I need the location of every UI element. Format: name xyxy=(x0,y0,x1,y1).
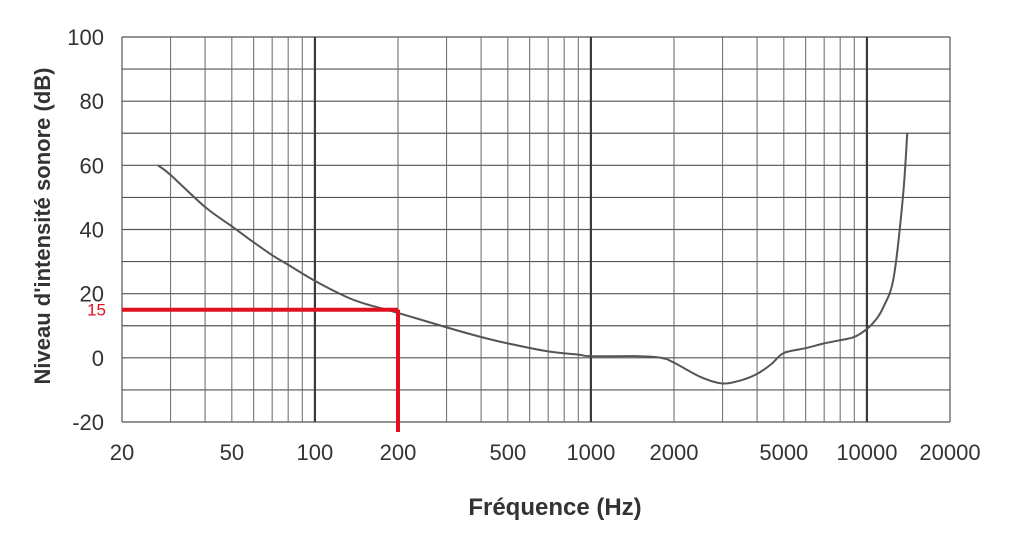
x-tick-label: 5000 xyxy=(759,440,808,465)
y-axis-label: Niveau d'intensité sonore (dB) xyxy=(30,68,55,385)
x-tick-label: 1000 xyxy=(566,440,615,465)
grid xyxy=(121,36,951,423)
series-line xyxy=(157,133,909,385)
x-tick-label: 200 xyxy=(380,440,417,465)
y-tick-label: 0 xyxy=(92,346,104,371)
x-tick-label: 20 xyxy=(110,440,134,465)
y-tick-label: 80 xyxy=(80,89,104,114)
x-tick-label: 500 xyxy=(489,440,526,465)
y-tick-label: 60 xyxy=(80,153,104,178)
marker-label: 15 xyxy=(87,301,106,320)
x-tick-label: 10000 xyxy=(836,440,897,465)
x-tick-label: 20000 xyxy=(919,440,980,465)
y-tick-label: 100 xyxy=(67,25,104,50)
annotation-layer: 15 xyxy=(87,301,400,432)
x-tick-label: 50 xyxy=(220,440,244,465)
y-tick-label: 20 xyxy=(80,282,104,307)
x-tick-label: 100 xyxy=(297,440,334,465)
tick-labels: -20 0 20 40 60 80 100 20 50 100 200 500 1000 2000 5000… xyxy=(67,25,980,465)
y-tick-label: -20 xyxy=(72,410,104,435)
x-axis-label: Fréquence (Hz) xyxy=(468,494,641,521)
x-tick-label: 2000 xyxy=(650,440,699,465)
y-tick-label: 40 xyxy=(80,218,104,243)
series-layer xyxy=(157,133,909,385)
